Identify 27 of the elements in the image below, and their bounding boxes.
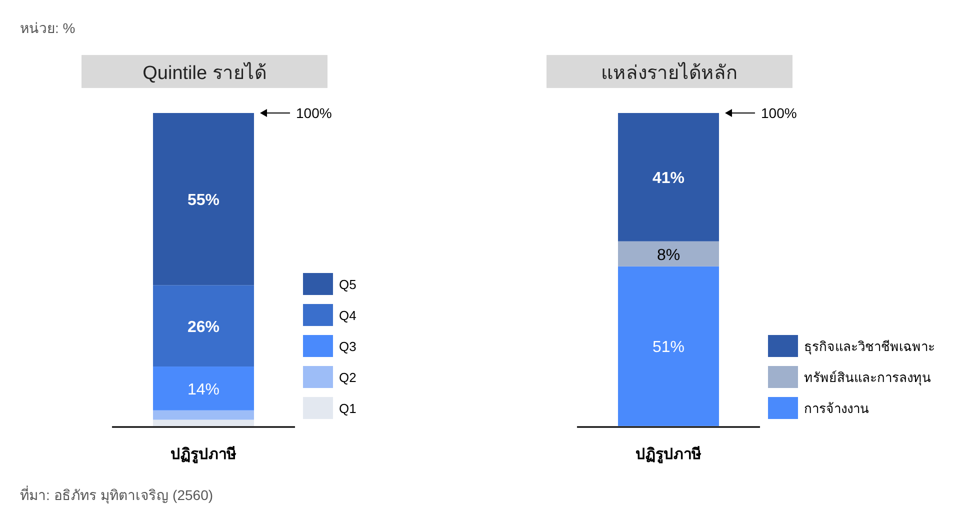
bar [153, 113, 254, 286]
legend-label: Q1 [339, 401, 356, 416]
chart-title: แหล่งรายได้หลัก [601, 62, 738, 84]
bar [153, 420, 254, 426]
legend-label: ธุรกิจและวิชาชีพเฉพาะ [804, 339, 935, 355]
legend-label: Q4 [339, 308, 356, 323]
data-label: 26% [187, 318, 220, 336]
chart-title: Quintile รายได้ [142, 62, 266, 84]
data-label: 14% [187, 381, 220, 398]
bar [153, 285, 254, 367]
data-label: 8% [656, 246, 680, 264]
x-tick-label: ปฏิรูปภาษี [636, 445, 702, 464]
data-label: 51% [652, 339, 685, 356]
text: หน่วย: % [20, 20, 76, 36]
text: 100% [761, 105, 797, 121]
legend-label: Q2 [339, 370, 356, 385]
bar [153, 410, 254, 420]
text: ที่มา: อธิภัทร มุทิตาเจริญ (2560) [20, 486, 214, 504]
text: 100% [296, 105, 332, 121]
legend-label: ทรัพย์สินและการลงทุน [804, 370, 931, 386]
legend-label: Q5 [339, 277, 356, 292]
bar [153, 366, 254, 410]
data-label: 55% [187, 192, 220, 210]
legend-label: Q3 [339, 339, 356, 354]
x-tick-label: ปฏิรูปภาษี [170, 445, 236, 464]
legend-label: การจ้างงาน [804, 401, 869, 416]
data-label: 41% [652, 170, 685, 188]
